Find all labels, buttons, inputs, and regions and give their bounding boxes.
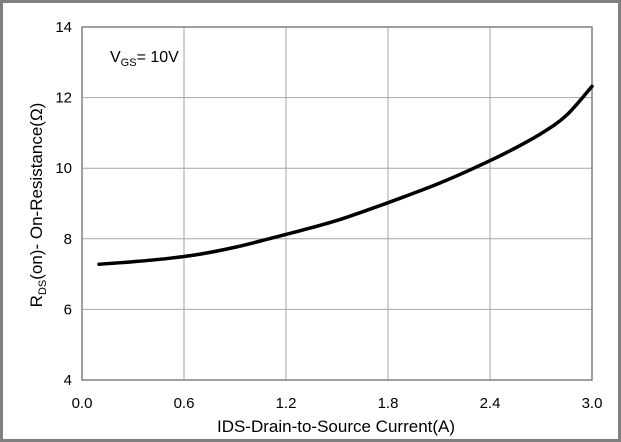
x-tick-label: 0.0	[72, 395, 93, 412]
x-axis-title: IDS-Drain-to-Source Current(A)	[217, 417, 455, 436]
y-tick-label: 6	[64, 301, 72, 318]
ylabel-sub: DS	[37, 280, 49, 295]
annotation-sub: GS	[121, 57, 137, 69]
y-tick-label: 12	[55, 90, 72, 107]
vgs-annotation: VGS= 10V	[110, 49, 179, 69]
x-tick-labels: 0.0 0.6 1.2 1.8 2.4 3.0	[72, 395, 603, 412]
y-tick-label: 10	[55, 160, 72, 177]
x-tick-label: 1.2	[276, 395, 297, 412]
x-tick-label: 2.4	[480, 395, 501, 412]
annotation-main: V	[110, 49, 121, 66]
y-tick-labels: 4 6 8 10 12 14	[55, 19, 72, 389]
x-tick-label: 1.8	[378, 395, 399, 412]
y-axis-title: RDS(on)- On-Resistance(Ω)	[27, 103, 49, 308]
plot-border	[81, 26, 593, 381]
ylabel-main: R	[27, 295, 46, 307]
grid	[81, 26, 593, 381]
y-tick-label: 8	[64, 231, 72, 248]
series-line	[97, 84, 594, 266]
y-tick-label: 4	[64, 372, 72, 389]
x-tick-label: 0.6	[174, 395, 195, 412]
y-tick-label: 14	[55, 19, 72, 36]
ylabel-rest: (on)- On-Resistance(Ω)	[27, 103, 46, 280]
annotation-rest: = 10V	[137, 49, 180, 66]
x-tick-label: 3.0	[582, 395, 603, 412]
